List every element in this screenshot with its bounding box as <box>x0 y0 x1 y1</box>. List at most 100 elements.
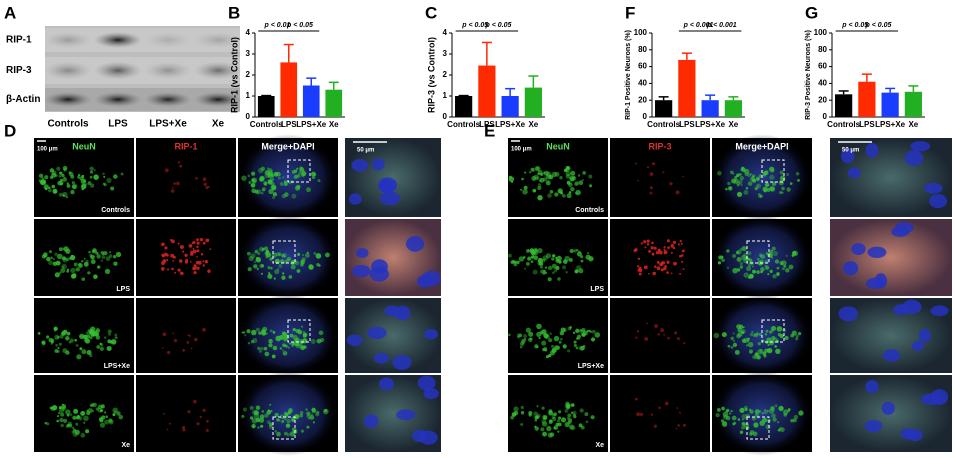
neun-cell <box>63 329 68 334</box>
neun-cell <box>99 346 104 351</box>
neun-cell <box>108 418 113 423</box>
neun-cell <box>520 405 524 410</box>
neun-cell <box>278 176 281 180</box>
neun-cell <box>254 260 257 263</box>
column-label: NeuN <box>72 141 96 151</box>
neun-cell <box>582 171 586 175</box>
rip-stain <box>663 251 667 255</box>
neun-cell <box>763 189 767 193</box>
neun-cell <box>556 419 560 423</box>
neun-cell <box>753 422 759 428</box>
row-label: Xe <box>595 442 604 449</box>
neun-cell <box>308 417 311 420</box>
neun-cell <box>87 408 93 414</box>
neun-cell <box>284 192 289 197</box>
neun-cell <box>516 333 521 338</box>
neun-cell <box>261 247 265 251</box>
neun-cell <box>273 172 279 177</box>
neun-cell <box>95 251 99 255</box>
y-tick-label: 100 <box>634 28 648 37</box>
bar <box>302 85 320 117</box>
rip-stain <box>653 424 657 428</box>
neun-cell <box>756 270 760 274</box>
neun-cell <box>528 413 532 417</box>
nucleus <box>911 340 925 352</box>
neun-cell <box>254 250 258 254</box>
neun-cell <box>550 420 554 424</box>
nucleus <box>907 429 923 442</box>
neun-cell <box>774 404 778 408</box>
neun-cell <box>259 263 264 269</box>
neun-cell <box>266 410 272 415</box>
neun-cell <box>93 274 98 280</box>
rip-stain <box>672 240 677 244</box>
rip-stain <box>662 171 665 174</box>
neun-cell <box>281 272 285 275</box>
neun-cell <box>746 344 749 347</box>
neun-cell <box>87 329 90 332</box>
rip-stain <box>664 265 667 268</box>
neun-cell <box>248 181 252 184</box>
blot-band <box>44 32 92 48</box>
neun-cell <box>575 346 579 350</box>
rip-stain <box>657 333 661 336</box>
rip-stain <box>650 413 654 416</box>
micrograph <box>136 298 236 373</box>
neun-cell <box>513 262 518 267</box>
neun-cell <box>291 419 295 423</box>
x-tick-label: LPS+Xe <box>695 120 726 129</box>
neun-cell <box>752 269 756 274</box>
neun-cell <box>762 171 766 175</box>
neun-cell <box>282 336 288 342</box>
neun-cell <box>241 175 247 181</box>
nucleus <box>363 414 379 428</box>
neun-cell <box>255 405 261 410</box>
neun-cell <box>786 173 790 176</box>
rip-stain <box>187 334 190 337</box>
neun-cell <box>102 172 105 176</box>
neun-cell <box>570 411 574 414</box>
neun-cell <box>286 418 291 424</box>
y-tick-label: 80 <box>818 45 827 54</box>
rip-stain <box>172 332 175 335</box>
neun-cell <box>745 187 749 190</box>
scale-bar-label: 50 μm <box>357 148 374 154</box>
neun-cell <box>563 168 568 173</box>
neun-cell <box>585 420 589 424</box>
neun-cell <box>525 261 530 266</box>
neun-cell <box>541 406 545 410</box>
nucleus <box>423 387 439 400</box>
neun-cell <box>80 259 84 263</box>
neun-cell <box>566 165 571 171</box>
neun-cell <box>772 250 779 257</box>
neun-cell <box>113 174 118 179</box>
neun-cell <box>557 277 561 281</box>
neun-cell <box>99 342 103 346</box>
neun-cell <box>104 411 107 414</box>
neun-cell <box>268 343 273 348</box>
neun-cell <box>79 347 83 351</box>
neun-cell <box>276 418 280 422</box>
neun-cell <box>263 346 268 351</box>
neun-cell <box>574 181 580 186</box>
neun-cell <box>775 339 779 342</box>
neun-cell <box>86 350 92 355</box>
bar <box>280 62 298 117</box>
rip-stain <box>204 260 209 264</box>
neun-cell <box>795 172 800 176</box>
zoom-box <box>746 416 770 440</box>
neun-cell <box>736 333 741 339</box>
neun-cell <box>591 329 596 334</box>
neun-cell <box>305 408 308 411</box>
neun-cell <box>731 178 737 184</box>
neun-cell <box>51 404 58 411</box>
neun-cell <box>114 333 118 337</box>
rip-stain <box>643 240 647 244</box>
neun-cell <box>103 251 108 256</box>
neun-cell <box>70 174 75 179</box>
neun-cell <box>37 332 41 335</box>
neun-cell <box>785 254 788 257</box>
neun-cell <box>60 268 66 274</box>
neun-cell <box>554 171 560 177</box>
